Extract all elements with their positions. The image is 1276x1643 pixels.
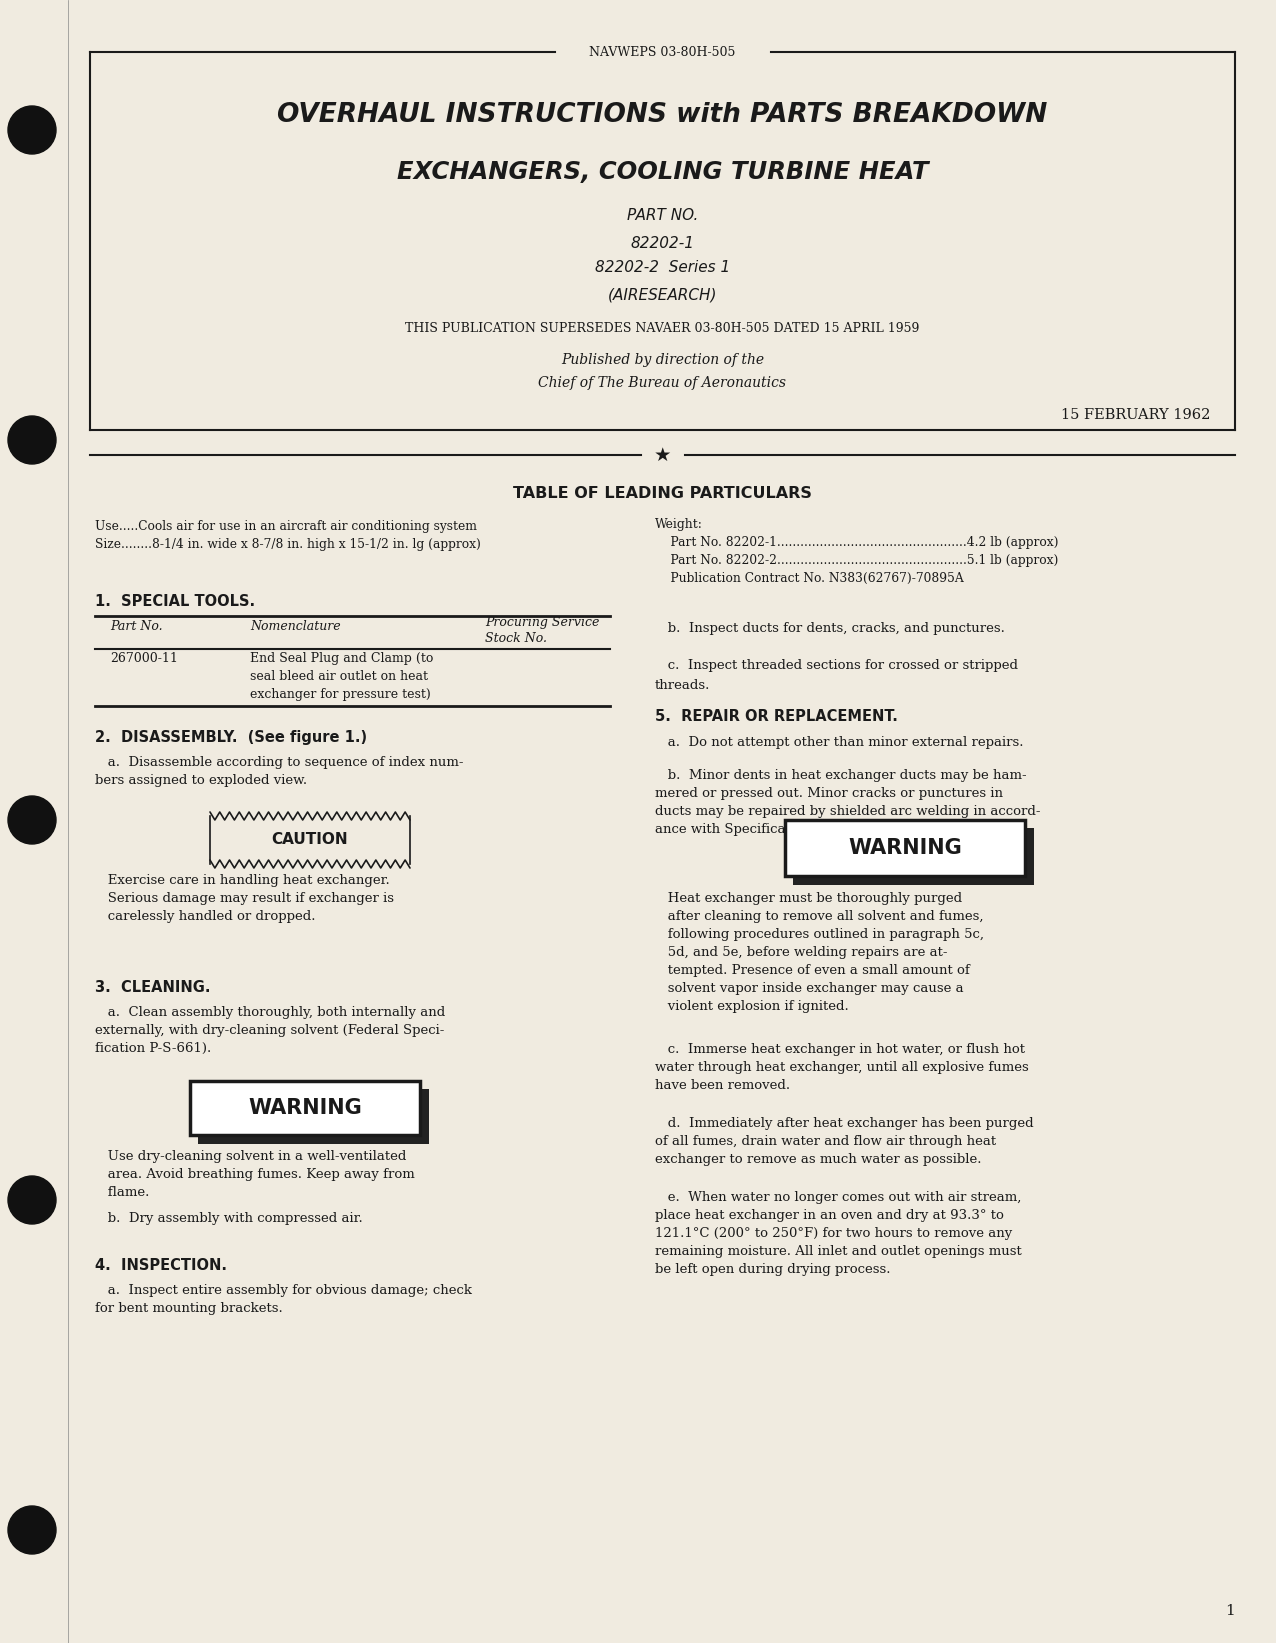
Text: ★: ★: [653, 445, 671, 465]
Text: WARNING: WARNING: [849, 838, 962, 858]
Bar: [190, 1081, 420, 1135]
Bar: [420, 1089, 429, 1144]
Text: fication P-S-661).: fication P-S-661).: [94, 1042, 212, 1055]
Text: flame.: flame.: [94, 1186, 149, 1199]
Text: e.  When water no longer comes out with air stream,: e. When water no longer comes out with a…: [655, 1191, 1021, 1204]
Text: d.  Immediately after heat exchanger has been purged: d. Immediately after heat exchanger has …: [655, 1117, 1034, 1130]
Text: NAVWEPS 03-80H-505: NAVWEPS 03-80H-505: [590, 46, 736, 59]
Text: carelessly handled or dropped.: carelessly handled or dropped.: [94, 910, 315, 923]
Text: 121.1°C (200° to 250°F) for two hours to remove any: 121.1°C (200° to 250°F) for two hours to…: [655, 1227, 1012, 1240]
Text: (AIRESEARCH): (AIRESEARCH): [607, 288, 717, 302]
Bar: [792, 876, 1034, 886]
Text: Part No. 82202-2.................................................5.1 lb (approx): Part No. 82202-2........................…: [655, 554, 1058, 567]
Text: bers assigned to exploded view.: bers assigned to exploded view.: [94, 774, 308, 787]
Text: CAUTION: CAUTION: [272, 833, 348, 848]
Text: following procedures outlined in paragraph 5c,: following procedures outlined in paragra…: [655, 928, 984, 941]
Text: threads.: threads.: [655, 679, 711, 692]
Bar: [785, 820, 1025, 876]
Text: THIS PUBLICATION SUPERSEDES NAVAER 03-80H-505 DATED 15 APRIL 1959: THIS PUBLICATION SUPERSEDES NAVAER 03-80…: [406, 322, 920, 335]
Text: tempted. Presence of even a small amount of: tempted. Presence of even a small amount…: [655, 964, 970, 978]
Text: externally, with dry-cleaning solvent (Federal Speci-: externally, with dry-cleaning solvent (F…: [94, 1024, 444, 1037]
Text: exchanger for pressure test): exchanger for pressure test): [250, 688, 431, 702]
Text: after cleaning to remove all solvent and fumes,: after cleaning to remove all solvent and…: [655, 910, 984, 923]
Bar: [1025, 828, 1034, 886]
Circle shape: [8, 795, 56, 845]
Circle shape: [8, 416, 56, 463]
Text: Stock No.: Stock No.: [485, 633, 547, 646]
Text: c.  Inspect threaded sections for crossed or stripped: c. Inspect threaded sections for crossed…: [655, 659, 1018, 672]
Text: solvent vapor inside exchanger may cause a: solvent vapor inside exchanger may cause…: [655, 983, 963, 996]
Text: water through heat exchanger, until all explosive fumes: water through heat exchanger, until all …: [655, 1061, 1028, 1075]
Text: 4.  INSPECTION.: 4. INSPECTION.: [94, 1259, 227, 1273]
Text: TABLE OF LEADING PARTICULARS: TABLE OF LEADING PARTICULARS: [513, 485, 812, 501]
Text: exchanger to remove as much water as possible.: exchanger to remove as much water as pos…: [655, 1153, 981, 1167]
Text: Part No.: Part No.: [110, 619, 162, 633]
Text: Weight:: Weight:: [655, 518, 703, 531]
Text: 267000-11: 267000-11: [110, 652, 177, 665]
Text: ance with Specification MIL-W-8604(Aer).: ance with Specification MIL-W-8604(Aer).: [655, 823, 937, 836]
Text: Exercise care in handling heat exchanger.: Exercise care in handling heat exchanger…: [94, 874, 389, 887]
Circle shape: [8, 107, 56, 154]
Text: Heat exchanger must be thoroughly purged: Heat exchanger must be thoroughly purged: [655, 892, 962, 905]
Text: 3.  CLEANING.: 3. CLEANING.: [94, 979, 211, 996]
Text: a.  Clean assembly thoroughly, both internally and: a. Clean assembly thoroughly, both inter…: [94, 1006, 445, 1019]
Text: Publication Contract No. N383(62767)-70895A: Publication Contract No. N383(62767)-708…: [655, 572, 963, 585]
Bar: [198, 1135, 427, 1144]
Text: b.  Inspect ducts for dents, cracks, and punctures.: b. Inspect ducts for dents, cracks, and …: [655, 623, 1005, 634]
Circle shape: [8, 1176, 56, 1224]
Text: 1.  SPECIAL TOOLS.: 1. SPECIAL TOOLS.: [94, 595, 255, 610]
Text: be left open during drying process.: be left open during drying process.: [655, 1263, 891, 1277]
Text: Part No. 82202-1.................................................4.2 lb (approx): Part No. 82202-1........................…: [655, 536, 1059, 549]
Text: seal bleed air outlet on heat: seal bleed air outlet on heat: [250, 670, 427, 683]
Text: place heat exchanger in an oven and dry at 93.3° to: place heat exchanger in an oven and dry …: [655, 1209, 1004, 1222]
Text: 82202-1: 82202-1: [630, 235, 694, 250]
Text: Use.....Cools air for use in an aircraft air conditioning system: Use.....Cools air for use in an aircraft…: [94, 519, 477, 532]
Circle shape: [8, 1507, 56, 1554]
Text: WARNING: WARNING: [248, 1098, 362, 1117]
Text: b.  Dry assembly with compressed air.: b. Dry assembly with compressed air.: [94, 1213, 362, 1226]
Text: area. Avoid breathing fumes. Keep away from: area. Avoid breathing fumes. Keep away f…: [94, 1168, 415, 1181]
Text: ducts may be repaired by shielded arc welding in accord-: ducts may be repaired by shielded arc we…: [655, 805, 1040, 818]
Text: 15 FEBRUARY 1962: 15 FEBRUARY 1962: [1060, 407, 1210, 422]
Text: 1: 1: [1225, 1604, 1235, 1618]
Text: End Seal Plug and Clamp (to: End Seal Plug and Clamp (to: [250, 652, 434, 665]
Text: 2.  DISASSEMBLY.  (See figure 1.): 2. DISASSEMBLY. (See figure 1.): [94, 729, 367, 744]
Text: b.  Minor dents in heat exchanger ducts may be ham-: b. Minor dents in heat exchanger ducts m…: [655, 769, 1027, 782]
Text: 5.  REPAIR OR REPLACEMENT.: 5. REPAIR OR REPLACEMENT.: [655, 710, 898, 725]
Text: have been removed.: have been removed.: [655, 1079, 790, 1093]
Text: Use dry-cleaning solvent in a well-ventilated: Use dry-cleaning solvent in a well-venti…: [94, 1150, 406, 1163]
Text: Chief of The Bureau of Aeronautics: Chief of The Bureau of Aeronautics: [538, 376, 786, 389]
Text: PART NO.: PART NO.: [627, 207, 698, 222]
Text: Procuring Service: Procuring Service: [485, 616, 600, 629]
Text: of all fumes, drain water and flow air through heat: of all fumes, drain water and flow air t…: [655, 1135, 997, 1148]
Text: OVERHAUL INSTRUCTIONS with PARTS BREAKDOWN: OVERHAUL INSTRUCTIONS with PARTS BREAKDO…: [277, 102, 1048, 128]
Text: 5d, and 5e, before welding repairs are at-: 5d, and 5e, before welding repairs are a…: [655, 946, 948, 960]
Text: mered or pressed out. Minor cracks or punctures in: mered or pressed out. Minor cracks or pu…: [655, 787, 1003, 800]
Text: Nomenclature: Nomenclature: [250, 619, 341, 633]
Text: violent explosion if ignited.: violent explosion if ignited.: [655, 1001, 849, 1014]
Text: for bent mounting brackets.: for bent mounting brackets.: [94, 1301, 283, 1314]
Text: EXCHANGERS, COOLING TURBINE HEAT: EXCHANGERS, COOLING TURBINE HEAT: [397, 159, 928, 184]
Text: Size........8-1/4 in. wide x 8-7/8 in. high x 15-1/2 in. lg (approx): Size........8-1/4 in. wide x 8-7/8 in. h…: [94, 537, 481, 550]
Text: Serious damage may result if exchanger is: Serious damage may result if exchanger i…: [94, 892, 394, 905]
Text: Published by direction of the: Published by direction of the: [561, 353, 764, 366]
Text: remaining moisture. All inlet and outlet openings must: remaining moisture. All inlet and outlet…: [655, 1245, 1022, 1259]
Text: a.  Do not attempt other than minor external repairs.: a. Do not attempt other than minor exter…: [655, 736, 1023, 749]
Text: a.  Inspect entire assembly for obvious damage; check: a. Inspect entire assembly for obvious d…: [94, 1283, 472, 1296]
Text: c.  Immerse heat exchanger in hot water, or flush hot: c. Immerse heat exchanger in hot water, …: [655, 1043, 1025, 1056]
Text: a.  Disassemble according to sequence of index num-: a. Disassemble according to sequence of …: [94, 756, 463, 769]
Text: 82202-2  Series 1: 82202-2 Series 1: [595, 261, 730, 276]
